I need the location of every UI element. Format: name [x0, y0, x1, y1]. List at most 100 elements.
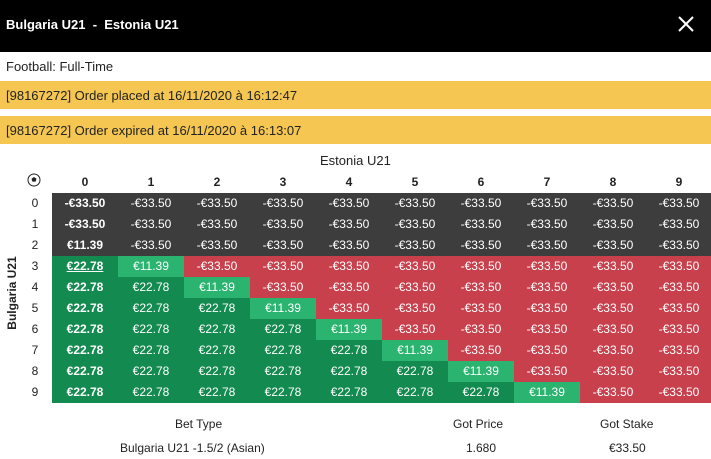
- score-cell-1-7: -€33.50: [514, 214, 580, 235]
- score-cell-6-0: €22.78: [52, 319, 118, 340]
- order-expired-notice: [98167272] Order expired at 16/11/2020 à…: [0, 116, 711, 144]
- score-cell-1-0: -€33.50: [52, 214, 118, 235]
- column-header-4: 4: [345, 175, 353, 189]
- score-cell-2-0: €11.39: [52, 235, 118, 256]
- modal-header: Bulgaria U21 - Estonia U21: [0, 0, 711, 52]
- score-cell-8-2: €22.78: [184, 361, 250, 382]
- score-cell-2-6: -€33.50: [448, 235, 514, 256]
- score-cell-1-3: -€33.50: [250, 214, 316, 235]
- score-cell-8-0: €22.78: [52, 361, 118, 382]
- row-header-5: 5: [31, 301, 39, 315]
- score-cell-5-6: -€33.50: [448, 298, 514, 319]
- score-cell-2-4: -€33.50: [316, 235, 382, 256]
- score-cell-5-9: -€33.50: [646, 298, 711, 319]
- score-cell-6-3: €22.78: [250, 319, 316, 340]
- score-cell-7-7: -€33.50: [514, 340, 580, 361]
- column-header-7: 7: [543, 175, 551, 189]
- score-cell-2-2: -€33.50: [184, 235, 250, 256]
- score-cell-6-9: -€33.50: [646, 319, 711, 340]
- score-cell-6-8: -€33.50: [580, 319, 646, 340]
- got-price-header: Got Price: [453, 417, 504, 431]
- notice-text: [98167272] Order expired at 16/11/2020 à…: [6, 123, 302, 138]
- column-header-9: 9: [675, 175, 683, 189]
- score-cell-9-6: €22.78: [448, 382, 514, 403]
- score-cell-9-9: -€33.50: [646, 382, 711, 403]
- score-cell-2-1: -€33.50: [118, 235, 184, 256]
- score-cell-0-6: -€33.50: [448, 193, 514, 214]
- score-cell-7-9: -€33.50: [646, 340, 711, 361]
- score-cell-6-6: -€33.50: [448, 319, 514, 340]
- score-cell-0-9: -€33.50: [646, 193, 711, 214]
- market-label: Football: Full-Time: [6, 59, 114, 74]
- score-cell-7-4: €22.78: [316, 340, 382, 361]
- column-header-3: 3: [279, 175, 287, 189]
- score-cell-3-9: -€33.50: [646, 256, 711, 277]
- score-cell-7-8: -€33.50: [580, 340, 646, 361]
- score-cell-9-4: €22.78: [316, 382, 382, 403]
- score-cell-4-6: -€33.50: [448, 277, 514, 298]
- score-cell-2-3: -€33.50: [250, 235, 316, 256]
- score-cell-3-6: -€33.50: [448, 256, 514, 277]
- column-header-5: 5: [411, 175, 419, 189]
- score-cell-4-4: -€33.50: [316, 277, 382, 298]
- row-header-8: 8: [31, 364, 39, 378]
- score-cell-5-1: €22.78: [118, 298, 184, 319]
- score-cell-1-2: -€33.50: [184, 214, 250, 235]
- score-cell-8-5: €22.78: [382, 361, 448, 382]
- score-cell-7-1: €22.78: [118, 340, 184, 361]
- row-header-2: 2: [31, 238, 39, 252]
- score-cell-5-5: -€33.50: [382, 298, 448, 319]
- score-cell-3-5: -€33.50: [382, 256, 448, 277]
- score-cell-7-5: €11.39: [382, 340, 448, 361]
- score-cell-9-2: €22.78: [184, 382, 250, 403]
- score-cell-5-0: €22.78: [52, 298, 118, 319]
- row-header-1: 1: [31, 217, 39, 231]
- score-cell-0-1: -€33.50: [118, 193, 184, 214]
- column-team-name: Estonia U21: [320, 153, 391, 168]
- score-cell-8-4: €22.78: [316, 361, 382, 382]
- row-header-6: 6: [31, 322, 39, 336]
- score-cell-4-5: -€33.50: [382, 277, 448, 298]
- got-stake-value: €33.50: [609, 441, 646, 455]
- score-cell-4-2: €11.39: [184, 277, 250, 298]
- score-cell-8-1: €22.78: [118, 361, 184, 382]
- score-cell-1-5: -€33.50: [382, 214, 448, 235]
- close-icon[interactable]: [672, 10, 700, 38]
- score-cell-9-8: -€33.50: [580, 382, 646, 403]
- column-header-0: 0: [81, 175, 89, 189]
- score-cell-6-4: €11.39: [316, 319, 382, 340]
- score-cell-3-0: €22.78: [52, 256, 118, 277]
- score-cell-3-3: -€33.50: [250, 256, 316, 277]
- score-cell-0-8: -€33.50: [580, 193, 646, 214]
- score-cell-4-1: €22.78: [118, 277, 184, 298]
- score-cell-5-3: €11.39: [250, 298, 316, 319]
- score-cell-2-5: -€33.50: [382, 235, 448, 256]
- score-cell-7-2: €22.78: [184, 340, 250, 361]
- score-cell-5-7: -€33.50: [514, 298, 580, 319]
- score-cell-0-7: -€33.50: [514, 193, 580, 214]
- score-cell-5-2: €22.78: [184, 298, 250, 319]
- score-cell-8-8: -€33.50: [580, 361, 646, 382]
- order-placed-notice: [98167272] Order placed at 16/11/2020 à …: [0, 81, 711, 109]
- score-cell-9-0: €22.78: [52, 382, 118, 403]
- got-price-value: 1.680: [466, 441, 497, 455]
- soccer-ball-icon: [27, 173, 41, 187]
- column-header-2: 2: [213, 175, 221, 189]
- score-cell-6-5: -€33.50: [382, 319, 448, 340]
- score-cell-7-3: €22.78: [250, 340, 316, 361]
- score-cell-3-1: €11.39: [118, 256, 184, 277]
- score-cell-9-7: €11.39: [514, 382, 580, 403]
- row-header-3: 3: [31, 259, 39, 273]
- notice-text: [98167272] Order placed at 16/11/2020 à …: [6, 88, 298, 103]
- score-cell-9-1: €22.78: [118, 382, 184, 403]
- score-cell-4-8: -€33.50: [580, 277, 646, 298]
- score-cell-4-3: -€33.50: [250, 277, 316, 298]
- score-cell-0-4: -€33.50: [316, 193, 382, 214]
- row-header-7: 7: [31, 343, 39, 357]
- bet-type-header: Bet Type: [175, 417, 223, 431]
- score-cell-1-1: -€33.50: [118, 214, 184, 235]
- score-cell-8-9: -€33.50: [646, 361, 711, 382]
- score-cell-0-2: -€33.50: [184, 193, 250, 214]
- score-cell-2-8: -€33.50: [580, 235, 646, 256]
- score-cell-2-9: -€33.50: [646, 235, 711, 256]
